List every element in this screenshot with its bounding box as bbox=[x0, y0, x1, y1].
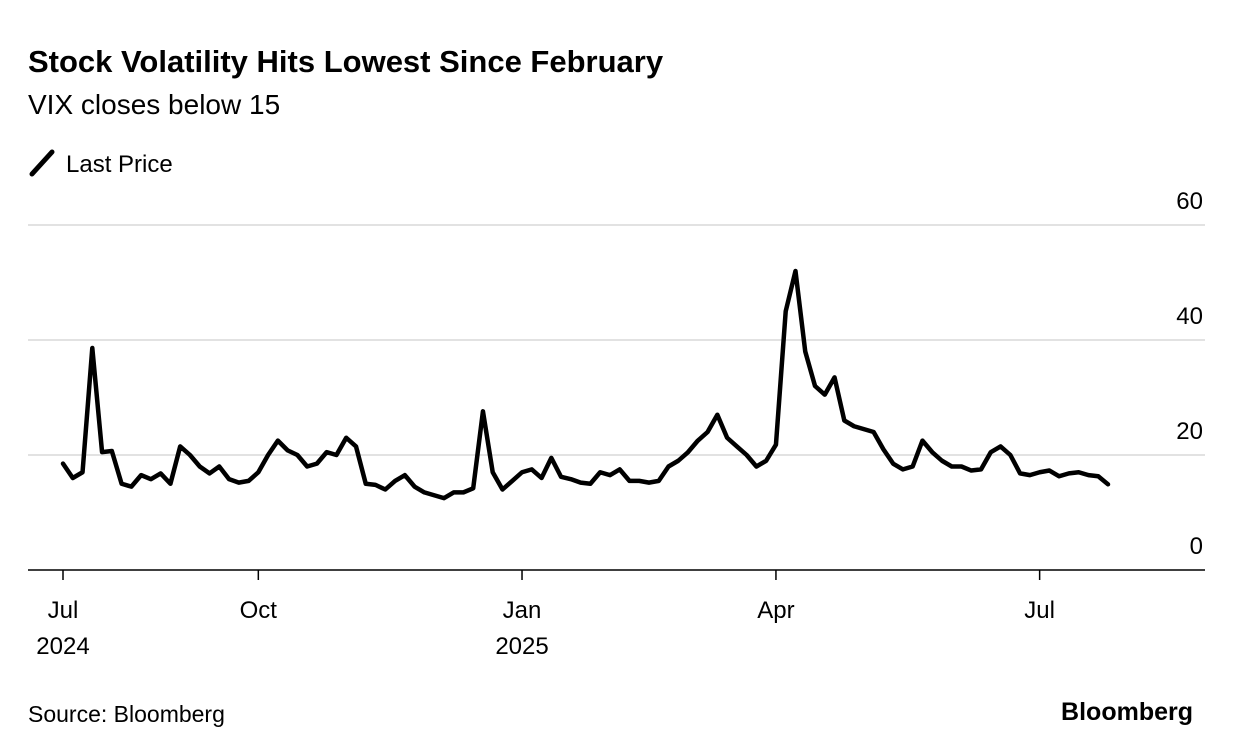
chart-title: Stock Volatility Hits Lowest Since Febru… bbox=[28, 44, 664, 79]
x-tick-label: Jan bbox=[503, 597, 542, 624]
price-line bbox=[60, 268, 1111, 501]
x-tick-label: Oct bbox=[240, 597, 278, 624]
x-year-label: 2024 bbox=[36, 633, 89, 660]
y-tick-label: 20 bbox=[1176, 418, 1203, 445]
x-tick-label: Apr bbox=[757, 597, 794, 624]
y-tick-label: 40 bbox=[1176, 303, 1203, 330]
legend-label: Last Price bbox=[66, 151, 173, 178]
source: Source: Bloomberg bbox=[28, 701, 225, 727]
x-tick-label: Jul bbox=[1024, 597, 1055, 624]
legend-swatch bbox=[29, 149, 55, 177]
y-tick-label: 0 bbox=[1190, 533, 1203, 560]
x-year-label: 2025 bbox=[495, 633, 548, 660]
brand: Bloomberg bbox=[1061, 698, 1193, 726]
x-tick-label: Jul bbox=[48, 597, 79, 624]
y-tick-label: 60 bbox=[1176, 188, 1203, 215]
chart-subtitle: VIX closes below 15 bbox=[28, 89, 280, 120]
